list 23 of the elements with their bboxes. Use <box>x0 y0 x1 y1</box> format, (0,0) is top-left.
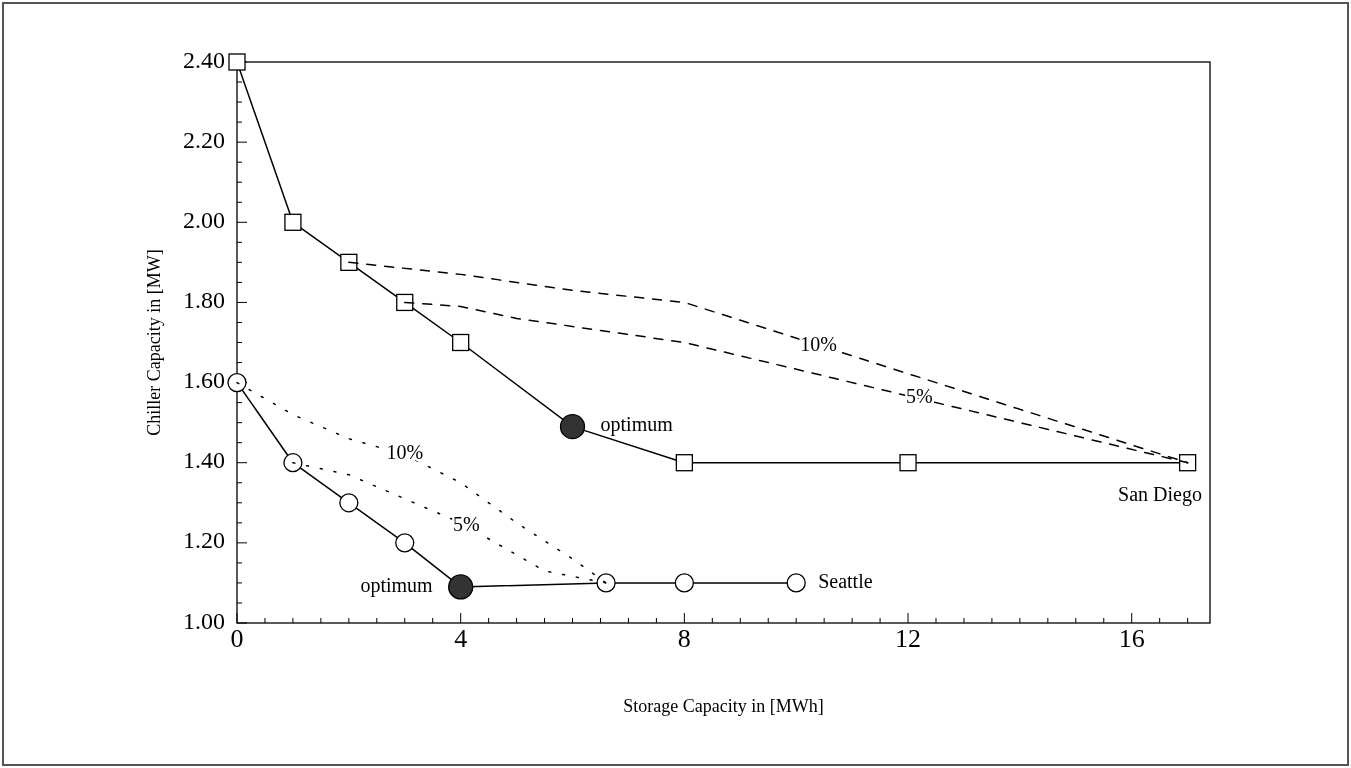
y-tick-label: 2.20 <box>183 126 225 153</box>
x-tick-label: 12 <box>895 624 922 653</box>
x-axis-title: Storage Capacity in [MWh] <box>623 696 824 716</box>
y-axis-title: Chiller Capacity in [MW] <box>144 249 164 436</box>
y-tick-label: 1.40 <box>183 447 225 474</box>
y-tick-label: 1.60 <box>183 367 225 394</box>
annotation: 10% <box>386 441 424 464</box>
x-tick-label: 0 <box>230 624 244 653</box>
y-tick-label: 1.80 <box>183 286 225 313</box>
series-label: Seattle <box>818 569 873 592</box>
y-tick-label: 2.00 <box>183 206 225 233</box>
series-label: San Diego <box>1118 483 1202 507</box>
annotation: optimum <box>360 573 434 597</box>
x-tick-label: 8 <box>677 624 691 653</box>
annotation: 10% <box>800 333 837 356</box>
annotation: 5% <box>905 385 933 408</box>
x-tick-label: 4 <box>454 624 468 653</box>
annotation: 5% <box>452 513 480 536</box>
y-tick-label: 1.00 <box>183 607 225 634</box>
y-tick-label: 1.20 <box>183 527 225 554</box>
x-tick-label: 16 <box>1118 624 1145 653</box>
y-tick-label: 2.40 <box>183 46 225 73</box>
annotation: optimum <box>600 413 674 437</box>
